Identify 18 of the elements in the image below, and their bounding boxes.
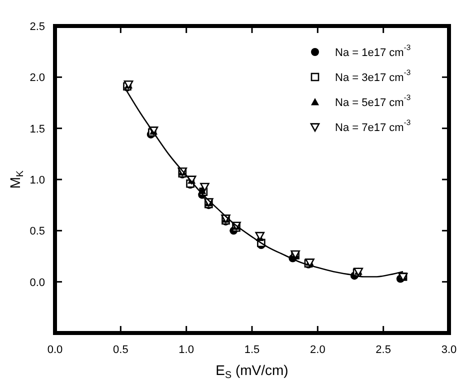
x-tick-label: 2.0: [310, 344, 326, 356]
x-axis-title: E$_{S}$ (mV/cm): [216, 362, 288, 381]
legend-label: Na = 1e17 cm$^{-3}$: [335, 43, 411, 59]
y-tick-label: 2.0: [30, 72, 45, 84]
x-tick-label: 1.5: [244, 344, 260, 356]
y-tick-label: 1.0: [30, 174, 45, 186]
legend-label: Na = 7e17 cm$^{-3}$: [335, 118, 411, 134]
y-tick-label: 0.5: [30, 226, 45, 238]
y-tick-label: 2.5: [30, 21, 45, 33]
y-tick-label: 0.0: [30, 276, 45, 289]
x-tick-label: 1.0: [178, 344, 194, 356]
x-tick-label: 2.5: [376, 344, 391, 356]
y-tick-label: 1.5: [30, 123, 45, 136]
x-tick-label: 0.5: [113, 344, 128, 356]
legend-label: Na = 5e17 cm$^{-3}$: [335, 93, 411, 109]
legend-label: Na = 3e17 cm$^{-3}$: [335, 68, 411, 84]
x-tick-label: 3.0: [441, 344, 457, 356]
x-tick-label: 0.0: [47, 344, 63, 356]
